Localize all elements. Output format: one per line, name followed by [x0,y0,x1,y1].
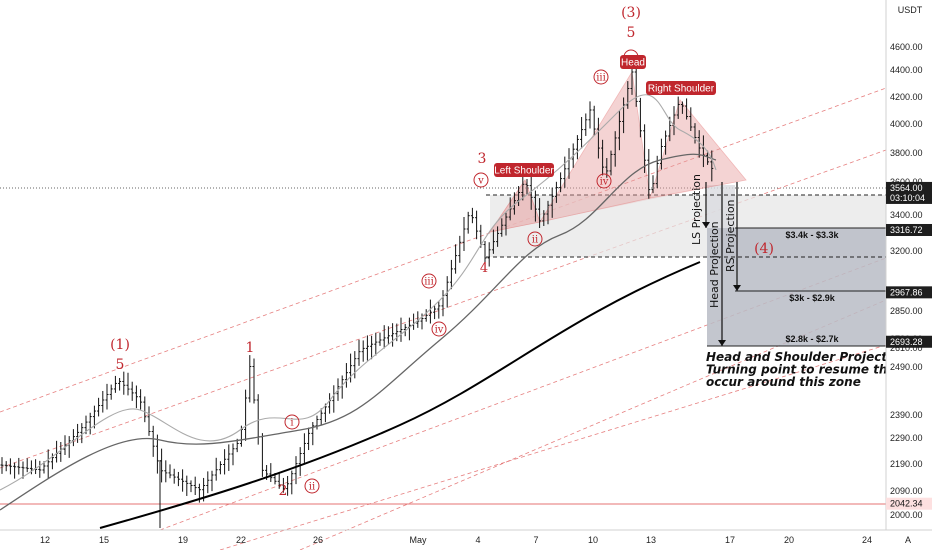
price-tag-label: 3316.72 [890,225,923,235]
price-tag-countdown: 03:10:04 [890,193,925,203]
channel-line-5 [299,299,887,550]
ma-long [99,261,701,529]
currency-label: USDT [898,5,923,15]
wave-roman-circle [596,173,612,189]
y-tick-label: 2290.00 [890,433,923,443]
zone-note-line: Turning point to resume the trend [706,363,932,377]
y-tick-label: 2190.00 [890,459,923,469]
zone-note-line: Head and Shoulder Projection Zone [706,350,932,364]
y-tick-label: 4000.00 [890,119,923,129]
callout-box [620,55,646,69]
y-tick-label: 2000.00 [890,510,923,520]
ma-mid [0,153,717,511]
wave-roman-circle [284,414,300,430]
x-tick-label: 19 [178,535,188,545]
callout-text: Left Shoulder [494,166,554,177]
wave-roman-circle [304,478,320,494]
x-tick-label: 4 [475,535,480,545]
callout-text: Head [621,58,645,69]
range-label: $3.4k - $3.3k [785,230,839,240]
ls-projection-arrow-head [702,222,710,228]
wave-label-major: 1 [246,340,255,356]
wave-roman-circle [421,273,437,289]
head-projection-arrow-head [718,340,726,346]
price-tag-label: 2967.86 [890,287,923,297]
y-tick-label: 3400.00 [890,210,923,220]
wave-roman-label: iii [596,73,606,84]
wave-label-major: (3) [621,5,641,21]
x-tick-label: 17 [725,535,735,545]
price-tag-label: 2693.28 [890,337,923,347]
y-tick-label: 2490.00 [890,362,923,372]
callout-box [646,81,716,95]
wave-roman-label: iii [424,277,434,288]
wave-label-major: 4 [480,261,488,276]
wave-roman-label: i [290,418,293,429]
y-tick-label: 4200.00 [890,92,923,102]
wave-roman-label: iv [435,325,444,336]
price-tag-box [886,335,932,348]
range-label: $3k - $2.9k [789,293,836,303]
candles [0,60,714,528]
wave-label-major: 2 [279,483,288,499]
x-tick-label: 20 [784,535,794,545]
price-tag-box [886,286,932,299]
price-tag-box [886,497,932,510]
wave-roman-label: ii [309,482,315,493]
wave-roman-label: iv [600,177,609,188]
y-tick-label: 2850.00 [890,306,923,316]
wave-roman-label: v [477,176,484,187]
price-tag-label: 3564.00 [890,183,923,193]
ma-short [0,94,717,491]
wave-label-major: 3 [478,151,487,167]
y-tick-label: 4400.00 [890,65,923,75]
rs-projection-arrow-head [733,285,741,291]
wave-label-major: (4) [754,241,774,257]
price-tag-label: 2042.34 [890,499,923,509]
y-tick-label: 4600.00 [890,42,923,52]
ls-projection-label: LS Projection [690,174,703,245]
wave-roman-label: ii [532,235,538,246]
head-projection-label: Head Projection [708,221,721,308]
wave-roman-circle [527,231,543,247]
callout-text: Right Shoulder [648,84,715,95]
price-axis-panel [886,0,932,530]
x-tick-label: 13 [646,535,656,545]
wave-label-major-sub: 5 [627,25,636,41]
x-tick-label: 15 [99,535,109,545]
auto-scale-button: A [905,535,911,545]
wave-roman-circle [593,69,609,85]
zone-note-line: occur around this zone [706,375,861,389]
x-tick-label: 7 [533,535,538,545]
callout-box [494,163,554,177]
range-label: $2.8k - $2.7k [785,334,839,344]
x-tick-label: May [409,535,427,545]
wave-roman-circle [473,172,489,188]
y-tick-label: 3200.00 [890,246,923,256]
wave-label-major: (1) [110,337,130,353]
x-tick-label: 26 [313,535,323,545]
wave-roman-circle [431,321,447,337]
price-tag-box [886,223,932,236]
y-tick-label: 2390.00 [890,410,923,420]
y-tick-label: 3800.00 [890,148,923,158]
projection-zone-upper [707,185,735,228]
wave-label-major-sub: 5 [116,357,125,373]
price-tag-box [886,181,932,204]
y-tick-label: 2090.00 [890,486,923,496]
channel-line-1 [0,87,887,413]
rs-projection-label: RS Projection [724,199,737,272]
x-tick-label: 24 [862,535,872,545]
x-tick-label: 22 [236,535,246,545]
y-tick-label: 2610.00 [890,343,923,353]
x-tick-label: 10 [588,535,598,545]
neckline-band [490,180,746,232]
x-tick-label: 12 [40,535,50,545]
